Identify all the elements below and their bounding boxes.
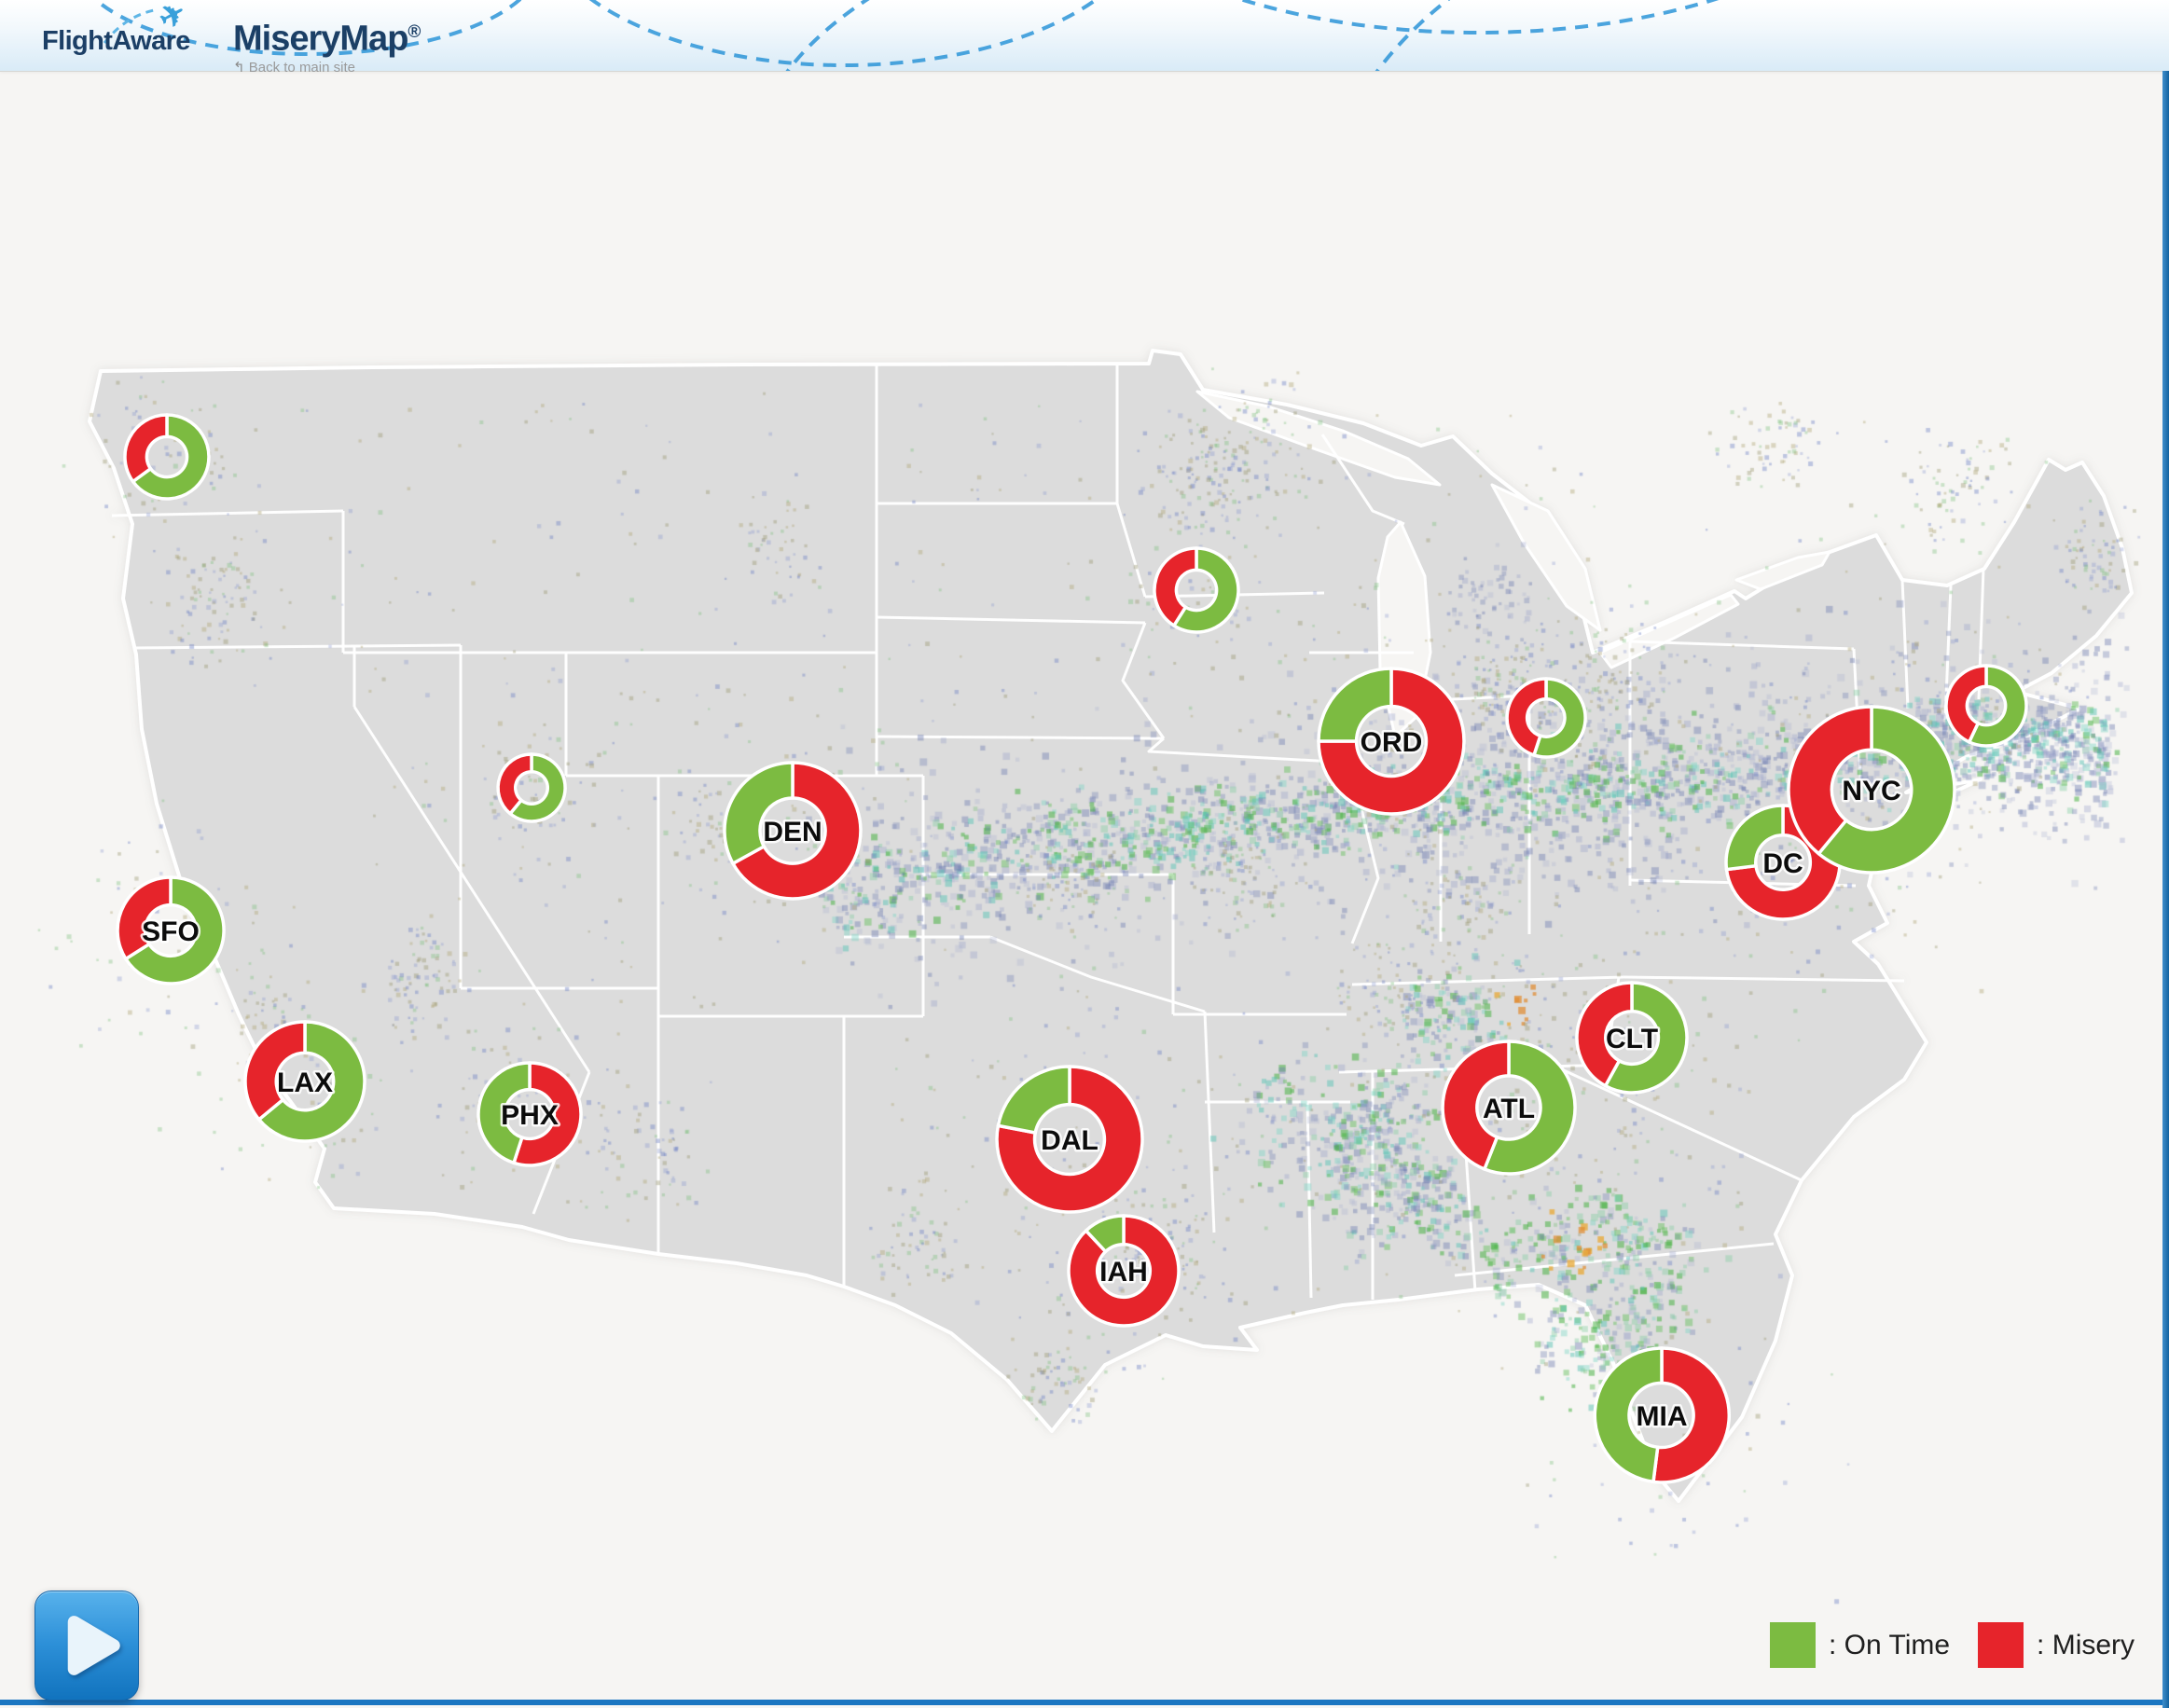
airport-donut-slc[interactable]	[496, 752, 567, 823]
right-border-line	[2162, 71, 2169, 1708]
airport-donut-mia[interactable]: MIA	[1593, 1346, 1731, 1484]
title-block: MiseryMap® ↰ Back to main site	[233, 13, 421, 76]
airport-donut-ord[interactable]: ORD	[1317, 667, 1466, 816]
page-title: MiseryMap®	[233, 19, 421, 59]
airport-label-mia: MIA	[1637, 1401, 1688, 1432]
play-button[interactable]	[35, 1591, 139, 1701]
airport-label-atl: ATL	[1483, 1094, 1535, 1124]
airport-donut-sfo[interactable]: SFO	[116, 875, 226, 985]
bottom-border-line	[0, 1700, 2169, 1705]
airport-label-phx: PHX	[501, 1100, 559, 1131]
airport-donut-lax[interactable]: LAX	[243, 1020, 366, 1143]
airport-donut-nyc[interactable]: NYC	[1787, 705, 1956, 875]
airport-label-clt: CLT	[1606, 1024, 1658, 1054]
brand-wordmark: FlightAware	[42, 26, 190, 56]
airport-donut-phx[interactable]: PHX	[477, 1061, 583, 1167]
misery-swatch	[1978, 1622, 2024, 1668]
airport-donut-msp[interactable]	[1153, 546, 1240, 634]
airport-label-iah: IAH	[1099, 1257, 1148, 1288]
misery-label: : Misery	[2037, 1629, 2135, 1660]
legend: : On Time : Misery	[1770, 1622, 2134, 1668]
registered-mark: ®	[408, 22, 421, 42]
airport-donut-bos[interactable]	[1944, 664, 2028, 748]
airport-donut-clt[interactable]: CLT	[1575, 981, 1689, 1095]
airport-donut-dal[interactable]: DAL	[995, 1065, 1144, 1214]
airport-label-sfo: SFO	[142, 916, 200, 947]
airport-donut-iah[interactable]: IAH	[1067, 1214, 1181, 1328]
play-icon	[67, 1616, 120, 1675]
flight-path-arcs-decoration	[93, 0, 1720, 71]
back-arrow-icon: ↰	[233, 59, 245, 76]
airport-label-lax: LAX	[277, 1068, 333, 1098]
header: FlightAware ✈ MiseryMap® ↰ Back to main …	[0, 0, 2169, 76]
airport-donut-den[interactable]: DEN	[723, 761, 863, 901]
airport-label-dc: DC	[1762, 848, 1803, 879]
airport-label-dal: DAL	[1041, 1125, 1098, 1156]
airport-donut-dtw[interactable]	[1505, 677, 1587, 759]
airport-donut-sea[interactable]	[123, 413, 211, 501]
flightaware-logo[interactable]: FlightAware ✈	[42, 0, 191, 57]
on-time-swatch	[1770, 1622, 1816, 1668]
airport-donut-atl[interactable]: ATL	[1441, 1040, 1577, 1176]
airport-label-den: DEN	[763, 817, 822, 847]
back-to-main-site-link[interactable]: ↰ Back to main site	[233, 59, 355, 76]
airport-label-nyc: NYC	[1842, 776, 1900, 806]
airport-label-ord: ORD	[1361, 727, 1423, 758]
on-time-label: : On Time	[1829, 1629, 1951, 1660]
